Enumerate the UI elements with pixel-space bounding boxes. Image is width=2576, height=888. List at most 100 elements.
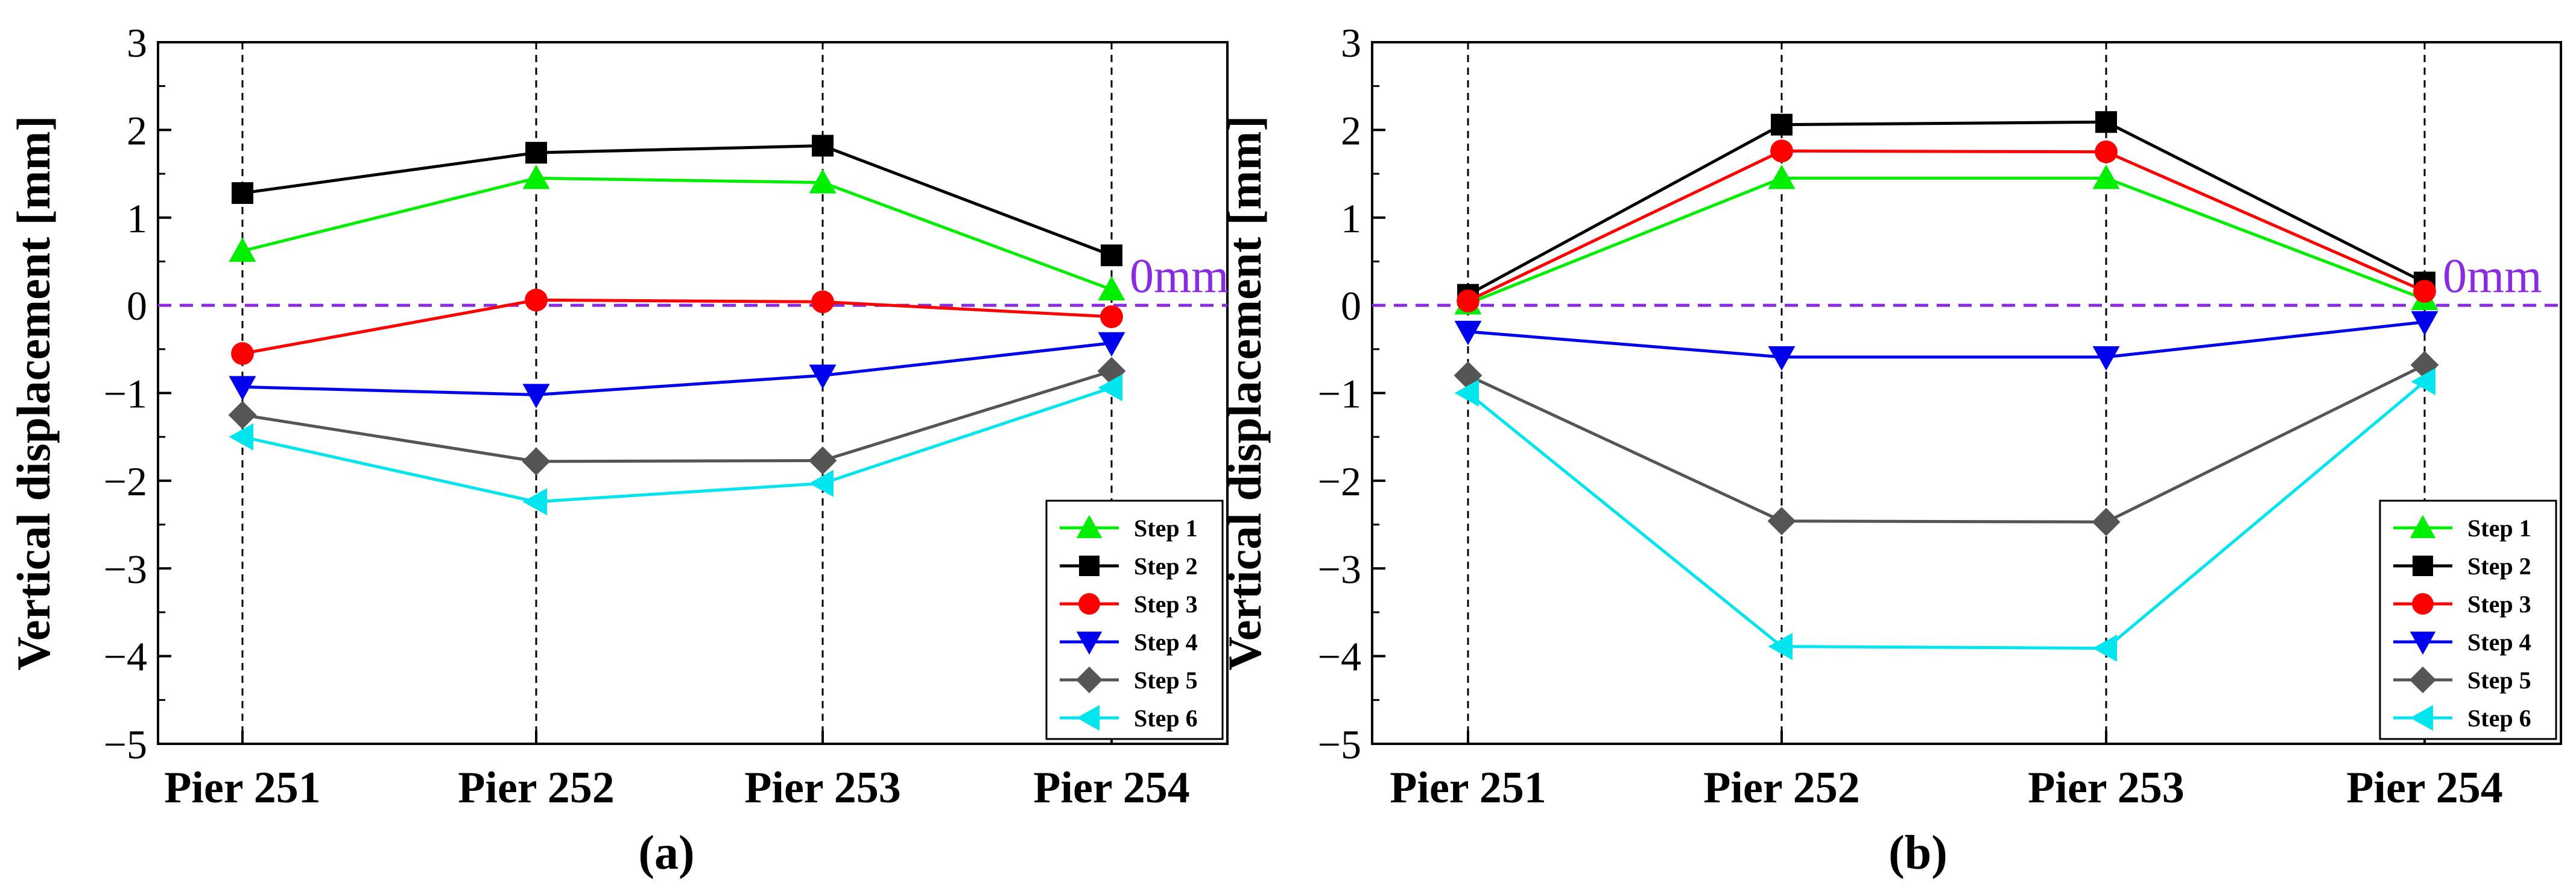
y-tick-label: −5 <box>1318 722 1361 767</box>
data-point-step-2 <box>525 142 547 164</box>
y-tick-label: 0 <box>127 283 147 329</box>
data-point-step-5 <box>522 447 551 476</box>
legend-marker-step-3 <box>1078 593 1100 615</box>
data-point-step-1 <box>1098 276 1125 300</box>
data-point-step-5 <box>2092 507 2121 536</box>
y-tick-label: 3 <box>127 20 147 66</box>
zero-label: 0mm <box>1130 250 1229 303</box>
data-point-step-4 <box>1454 320 1482 346</box>
data-point-step-2 <box>232 182 253 205</box>
series-line-step-1 <box>242 176 1112 291</box>
series-line-step-6 <box>242 386 1112 504</box>
legend-marker-step-2 <box>1079 556 1100 576</box>
data-point-step-2 <box>1771 113 1793 136</box>
y-tick-label: −4 <box>104 634 147 680</box>
data-point-step-4 <box>522 384 550 408</box>
legend-box <box>2379 500 2557 740</box>
series-line-step-5 <box>1467 363 2426 524</box>
x-tick-label: Pier 252 <box>1703 763 1860 813</box>
legend-label-step-3: Step 3 <box>2467 591 2531 618</box>
y-tick-label: −3 <box>104 546 147 592</box>
legend-marker-step-6 <box>2410 705 2433 731</box>
data-point-step-6 <box>229 423 253 451</box>
data-point-step-4 <box>1768 346 1796 371</box>
series-line-step-5 <box>242 369 1112 463</box>
x-tick-label: Pier 254 <box>1033 763 1190 813</box>
y-tick-label: −1 <box>1318 371 1361 417</box>
data-point-step-6 <box>1454 379 1479 407</box>
data-point-step-6 <box>2092 635 2117 662</box>
series-line-step-2 <box>1467 120 2426 296</box>
legend-label-step-5: Step 5 <box>1134 667 1198 694</box>
y-tick-label: −3 <box>1318 546 1361 592</box>
data-point-step-2 <box>2095 111 2117 133</box>
data-point-step-3 <box>1100 305 1123 328</box>
data-point-step-4 <box>809 364 837 389</box>
data-point-step-6 <box>1768 633 1793 661</box>
panel-label: (b) <box>1888 826 1948 880</box>
legend-marker-step-3 <box>2412 593 2434 615</box>
legend-label-step-2: Step 2 <box>1134 553 1198 580</box>
legend-label-step-2: Step 2 <box>2467 553 2531 580</box>
legend-label-step-5: Step 5 <box>2467 667 2531 694</box>
data-point-step-4 <box>229 376 256 401</box>
series-line-step-1 <box>1467 176 2425 305</box>
y-tick-label: −4 <box>1318 634 1361 680</box>
data-point-step-6 <box>2411 368 2435 396</box>
data-point-step-1 <box>809 169 837 194</box>
y-tick-label: −2 <box>1318 458 1361 504</box>
legend-marker-step-4 <box>1076 632 1103 655</box>
x-tick-label: Pier 253 <box>744 763 901 813</box>
legend-label-step-4: Step 4 <box>1134 629 1198 656</box>
y-tick-label: −5 <box>104 722 147 767</box>
panel-a: 3 2 1 0 −1 −2 −3 −4 −5 Vertical displacement [mm]… <box>7 20 1229 880</box>
legend-marker-step-5 <box>2409 666 2437 694</box>
data-point-step-3 <box>231 342 254 365</box>
y-axis-title: Vertical displacement [mm] <box>7 116 60 671</box>
panel-label: (a) <box>638 826 694 880</box>
data-point-step-4 <box>2092 346 2120 371</box>
zero-label: 0mm <box>2443 250 2542 303</box>
data-point-step-1 <box>229 237 256 262</box>
data-point-step-2 <box>1101 244 1122 267</box>
data-point-step-3 <box>525 288 548 312</box>
x-tick-label: Pier 251 <box>1390 763 1546 813</box>
data-point-step-5 <box>228 401 257 430</box>
legend-marker-step-5 <box>1075 666 1103 694</box>
data-point-step-3 <box>2095 140 2118 163</box>
x-tick-label: Pier 251 <box>164 763 321 813</box>
legend-marker-step-4 <box>2410 632 2436 655</box>
panel-b: 3 2 1 0 −1 −2 −3 −4 −5 Vertical displacement [mm]… <box>1218 20 2562 880</box>
series-line-step-4 <box>242 341 1112 396</box>
data-point-step-5 <box>1767 507 1796 536</box>
data-point-step-3 <box>2413 279 2436 303</box>
data-point-step-4 <box>2411 311 2438 336</box>
data-point-step-3 <box>1770 139 1793 163</box>
legend-marker-step-6 <box>1076 705 1100 731</box>
data-point-step-6 <box>1098 374 1122 402</box>
legend-label-step-3: Step 3 <box>1134 591 1198 618</box>
legend-box <box>1045 500 1224 740</box>
series-line-step-6 <box>1467 380 2426 650</box>
legend-marker-step-1 <box>2410 515 2436 538</box>
series-line-step-3 <box>242 298 1112 355</box>
data-point-step-6 <box>809 469 834 497</box>
data-point-step-3 <box>1457 289 1479 312</box>
data-point-step-6 <box>522 488 547 516</box>
legend-label-step-1: Step 1 <box>2467 515 2531 542</box>
data-point-step-5 <box>808 446 837 475</box>
data-point-step-2 <box>812 135 834 157</box>
data-point-step-3 <box>811 290 834 314</box>
legend-label-step-4: Step 4 <box>2467 629 2531 656</box>
series-line-step-2 <box>242 144 1112 257</box>
y-tick-label: 0 <box>1341 283 1361 329</box>
data-point-step-4 <box>1098 332 1125 357</box>
data-point-step-1 <box>522 164 550 189</box>
x-tick-label: Pier 253 <box>2028 763 2185 813</box>
x-tick-label: Pier 252 <box>458 763 615 813</box>
legend-marker-step-2 <box>2413 556 2433 576</box>
y-tick-label: 1 <box>127 195 147 241</box>
series-line-step-3 <box>1467 149 2426 303</box>
data-point-step-1 <box>1768 164 1796 189</box>
